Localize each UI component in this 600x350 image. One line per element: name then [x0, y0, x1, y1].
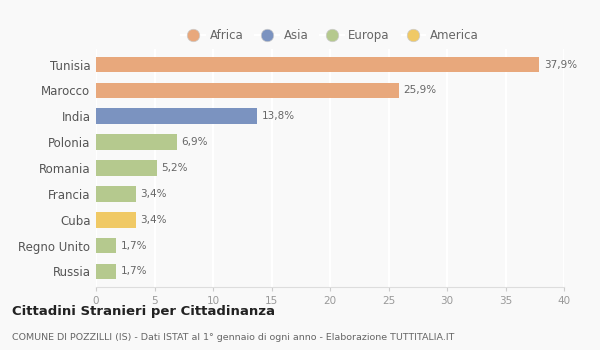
Bar — [96, 186, 136, 202]
Bar — [96, 264, 116, 279]
Text: 3,4%: 3,4% — [140, 189, 167, 199]
Legend: Africa, Asia, Europa, America: Africa, Asia, Europa, America — [176, 24, 484, 47]
Bar — [96, 57, 539, 72]
Text: 13,8%: 13,8% — [262, 111, 295, 121]
Text: 6,9%: 6,9% — [181, 137, 208, 147]
Text: 1,7%: 1,7% — [121, 266, 147, 277]
Bar — [96, 238, 116, 253]
Text: 1,7%: 1,7% — [121, 240, 147, 251]
Bar — [96, 212, 136, 228]
Text: 5,2%: 5,2% — [161, 163, 188, 173]
Bar — [96, 83, 399, 98]
Text: 25,9%: 25,9% — [404, 85, 437, 96]
Text: Cittadini Stranieri per Cittadinanza: Cittadini Stranieri per Cittadinanza — [12, 304, 275, 317]
Text: 37,9%: 37,9% — [544, 60, 577, 70]
Bar — [96, 134, 177, 150]
Text: 3,4%: 3,4% — [140, 215, 167, 225]
Bar — [96, 108, 257, 124]
Bar — [96, 160, 157, 176]
Text: COMUNE DI POZZILLI (IS) - Dati ISTAT al 1° gennaio di ogni anno - Elaborazione T: COMUNE DI POZZILLI (IS) - Dati ISTAT al … — [12, 332, 454, 342]
